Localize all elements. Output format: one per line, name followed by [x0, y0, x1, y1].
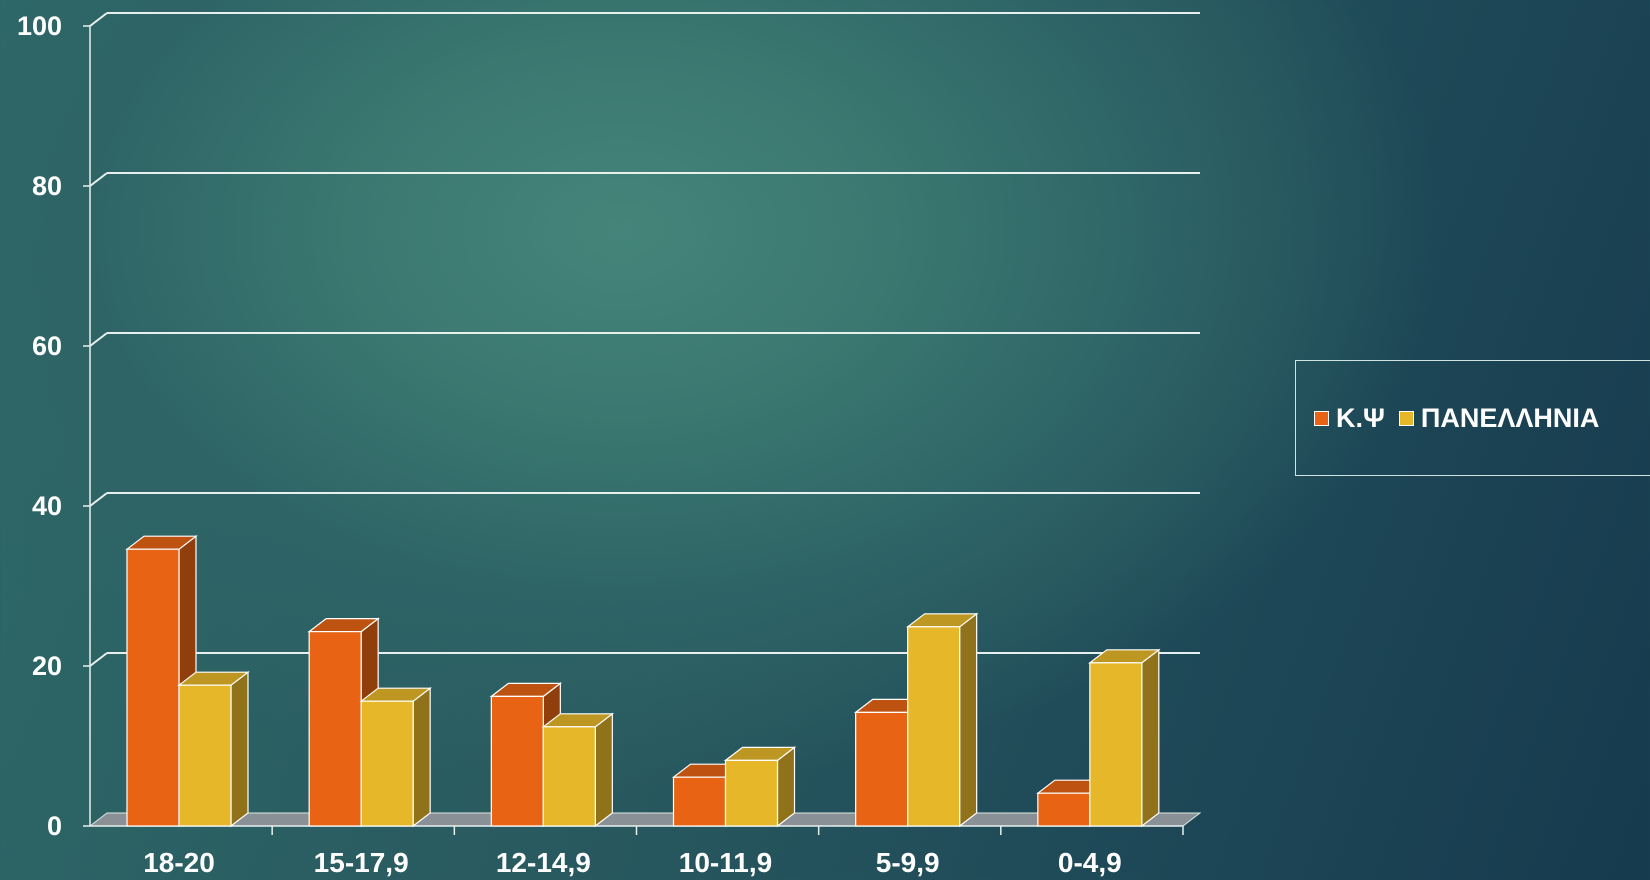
- legend-item-kps: Κ.Ψ: [1314, 403, 1385, 434]
- bar-panellinia-2: [541, 712, 615, 828]
- bar-side: [412, 686, 431, 828]
- bar-front: [855, 711, 909, 827]
- y-tick-label: 20: [32, 651, 62, 681]
- legend-label-panellinia: ΠΑΝΕΛΛΗΝΙΑ: [1420, 402, 1600, 433]
- gridline-connector: [89, 172, 108, 187]
- gridline-connector: [89, 652, 108, 667]
- bar-front: [360, 700, 414, 827]
- bar-front: [542, 726, 596, 827]
- bar-side: [959, 612, 978, 828]
- y-tick-label: 40: [32, 491, 62, 521]
- x-tick-label: 18-20: [143, 847, 215, 878]
- bar-panellinia-4: [905, 612, 979, 828]
- bar-front: [1089, 662, 1143, 827]
- x-tick-label: 0-4,9: [1058, 847, 1122, 878]
- legend: Κ.Ψ ΠΑΝΕΛΛΗΝΙΑ: [1295, 360, 1650, 476]
- bar-side: [1141, 648, 1160, 828]
- bar-panellinia-1: [359, 686, 432, 828]
- bar-front: [490, 695, 544, 827]
- bar-side: [230, 670, 249, 828]
- y-tick-label: 60: [32, 331, 62, 361]
- gridline-connector: [89, 332, 108, 347]
- gridline-connector: [89, 12, 108, 27]
- bar-panellinia-0: [177, 670, 250, 828]
- legend-swatch-kps: [1314, 410, 1329, 426]
- bar-front: [907, 626, 961, 827]
- legend-item-panellinia: ΠΑΝΕΛΛΗΝΙΑ: [1398, 402, 1600, 434]
- x-tick-label: 15-17,9: [314, 847, 409, 878]
- bar-panellinia-5: [1088, 648, 1161, 828]
- bar-side: [594, 712, 613, 828]
- legend-label-kps: Κ.Ψ: [1336, 402, 1385, 433]
- bar-front: [1037, 792, 1091, 827]
- y-tick-label: 80: [32, 171, 62, 201]
- bar-front: [178, 684, 232, 827]
- bar-panellinia-3: [723, 746, 797, 828]
- x-tick-label: 10-11,9: [679, 847, 772, 878]
- legend-swatch-panellinia: [1398, 410, 1414, 426]
- y-tick-label: 100: [17, 11, 62, 41]
- bar-front: [672, 776, 727, 827]
- chart-floor: [88, 812, 1202, 827]
- bar-front: [308, 630, 362, 827]
- bar-front: [126, 548, 180, 827]
- x-tick-label: 12-14,9: [496, 847, 591, 878]
- x-tick-label: 5-9,9: [876, 847, 940, 878]
- gridline-connector: [89, 492, 108, 507]
- bar-front: [724, 759, 779, 827]
- y-tick-label: 0: [47, 811, 62, 841]
